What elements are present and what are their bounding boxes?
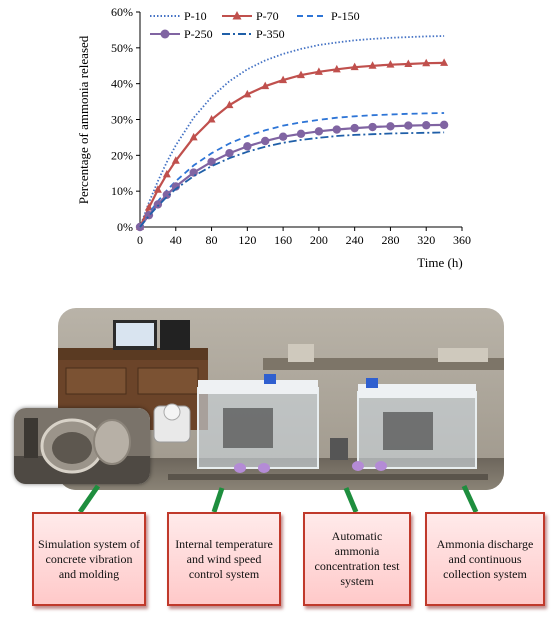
data-point (189, 168, 198, 177)
data-point (386, 122, 395, 131)
data-point (332, 64, 341, 73)
concrete-mold-drawing (14, 408, 150, 484)
data-point (279, 75, 288, 84)
chart-axes (139, 12, 462, 228)
y-tick-label: 20% (111, 148, 133, 162)
caption-discharge-collection-system: Ammonia discharge and continuous collect… (425, 512, 545, 606)
legend-item: P-150 (297, 9, 360, 23)
x-tick-label: 80 (206, 233, 218, 247)
y-tick-label: 60% (111, 5, 133, 19)
data-point (368, 122, 377, 132)
x-tick-label: 320 (417, 233, 435, 247)
data-point (314, 127, 324, 136)
y-tick-labels: 0% 10% 20% 30% 40% 50% 60% (111, 5, 140, 234)
data-point (225, 100, 234, 109)
x-tick-label: 160 (274, 233, 292, 247)
x-tick-label: 360 (453, 233, 471, 247)
x-tick-label: 200 (310, 233, 328, 247)
legend-label: P-250 (184, 27, 213, 41)
lab-photo-drawing (58, 308, 504, 490)
data-point (422, 58, 431, 67)
data-point (404, 121, 413, 130)
legend-item: P-70 (222, 9, 279, 23)
legend-item: P-250 (150, 27, 213, 41)
legend-marker (232, 11, 242, 20)
lab-equipment-photo (58, 308, 504, 490)
legend-label: P-70 (256, 9, 279, 23)
data-point (296, 129, 306, 139)
ammonia-release-chart: 0% 10% 20% 30% 40% 50% 60% 0 40 80 120 160 200 240 28… (76, 5, 471, 270)
data-point (144, 203, 153, 211)
y-tick-label: 50% (111, 41, 133, 55)
legend-marker (160, 29, 170, 39)
data-point (314, 67, 323, 75)
data-point (171, 156, 180, 164)
caption-discharge-text: Ammonia discharge and continuous collect… (436, 536, 534, 581)
legend-label: P-350 (256, 27, 285, 41)
data-point (404, 59, 413, 67)
series-p-350 (139, 131, 445, 228)
x-axis-label: Time (h) (417, 255, 462, 270)
data-point (332, 125, 341, 134)
data-point (440, 58, 449, 66)
data-point (350, 62, 359, 71)
connector-automatic (343, 487, 359, 513)
caption-internal-control-system: Internal temperature and wind speed cont… (167, 512, 281, 606)
x-tick-label: 40 (170, 233, 182, 247)
series-p-150 (139, 112, 445, 228)
data-point (278, 132, 288, 141)
chart-legend: P-10 P-70 P-150 P-250 P-350 (150, 9, 360, 41)
x-tick-label: 120 (238, 233, 256, 247)
caption-simulation-text: Simulation system of concrete vibration … (38, 536, 140, 581)
x-tick-label: 240 (346, 233, 364, 247)
caption-internal-text: Internal temperature and wind speed cont… (175, 536, 273, 581)
series-line (139, 123, 445, 228)
x-tick-label: 0 (137, 233, 143, 247)
data-point (297, 70, 305, 79)
series-line (139, 61, 445, 228)
caption-simulation-system: Simulation system of concrete vibration … (32, 512, 146, 606)
data-point (350, 123, 359, 133)
legend-label: P-150 (331, 9, 360, 23)
data-point (153, 200, 163, 209)
data-point (225, 148, 234, 158)
data-point (243, 142, 252, 151)
data-point (243, 89, 252, 98)
data-point (386, 60, 395, 68)
x-tick-labels: 0 40 80 120 160 200 240 280 320 360 (137, 227, 471, 247)
y-tick-label: 10% (111, 184, 133, 198)
y-tick-label: 40% (111, 77, 133, 91)
data-point (153, 185, 162, 193)
data-point (261, 81, 270, 90)
series-line (139, 131, 445, 228)
legend-label: P-10 (184, 9, 207, 23)
caption-automatic-test-system: Automatic ammonia concentration test sys… (303, 512, 411, 606)
series-p-10 (139, 35, 445, 228)
y-tick-label: 0% (117, 220, 133, 234)
series-layer (135, 35, 449, 232)
data-point (261, 136, 270, 146)
y-axis-label: Percentage of ammonia released (76, 35, 91, 204)
series-line (139, 35, 445, 228)
series-line (139, 112, 445, 228)
data-point (207, 115, 216, 123)
legend-item: P-10 (150, 9, 207, 23)
y-tick-label: 30% (111, 113, 133, 127)
data-point (422, 121, 431, 130)
legend-item: P-350 (222, 27, 285, 41)
series-p-250 (135, 120, 449, 232)
data-point (207, 157, 216, 166)
data-point (439, 120, 449, 130)
data-point (162, 169, 171, 178)
series-p-70 (136, 58, 449, 230)
data-point (162, 190, 172, 199)
x-tick-label: 280 (381, 233, 399, 247)
data-point (368, 61, 377, 69)
data-point (189, 132, 198, 141)
connector-internal (211, 487, 225, 513)
caption-automatic-text: Automatic ammonia concentration test sys… (314, 529, 400, 588)
concrete-mold-photo (14, 408, 150, 484)
